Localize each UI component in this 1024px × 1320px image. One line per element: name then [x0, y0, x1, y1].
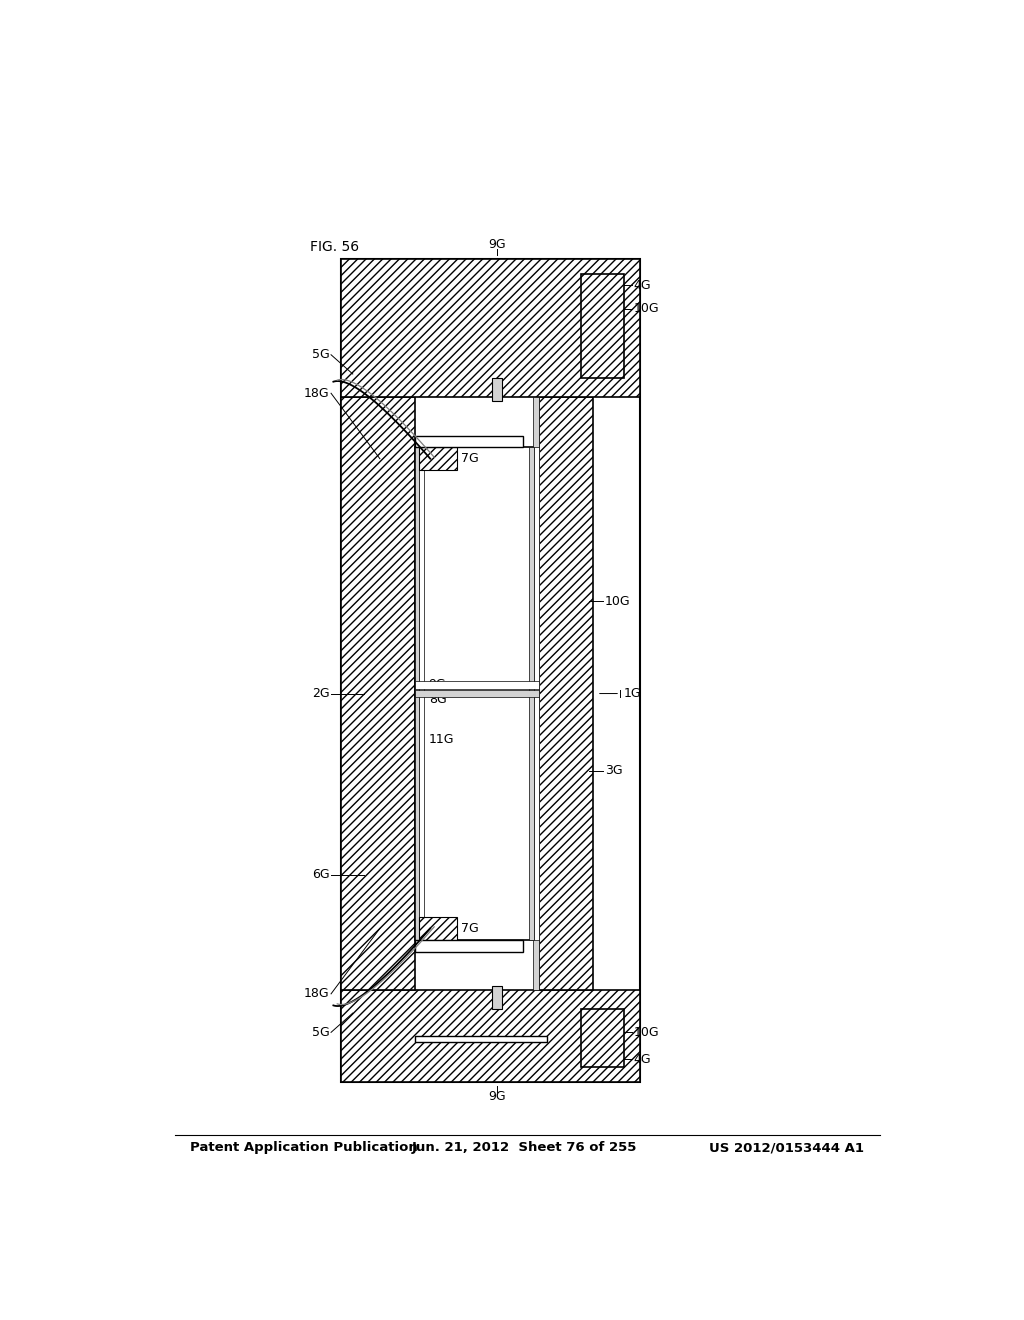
Text: Patent Application Publication: Patent Application Publication: [190, 1142, 418, 1155]
Text: 8G: 8G: [429, 693, 446, 706]
Text: 11G: 11G: [429, 733, 455, 746]
Bar: [582, 1010, 624, 1067]
Bar: [535, 447, 539, 940]
Bar: [415, 447, 539, 940]
Bar: [341, 990, 640, 1082]
Text: 1G: 1G: [624, 686, 642, 700]
Bar: [582, 1010, 624, 1067]
Bar: [493, 986, 502, 1010]
Text: 10G: 10G: [604, 594, 630, 607]
Bar: [419, 917, 458, 940]
Bar: [532, 397, 539, 990]
Text: Jun. 21, 2012  Sheet 76 of 255: Jun. 21, 2012 Sheet 76 of 255: [412, 1142, 638, 1155]
Bar: [582, 275, 624, 378]
Bar: [415, 689, 539, 697]
Bar: [539, 397, 593, 990]
Bar: [415, 447, 420, 940]
Text: 18G: 18G: [304, 987, 330, 1001]
Text: US 2012/0153444 A1: US 2012/0153444 A1: [710, 1142, 864, 1155]
Bar: [415, 681, 539, 689]
Text: 18G: 18G: [304, 387, 330, 400]
Text: FIG. 56: FIG. 56: [310, 240, 359, 253]
Text: 5G: 5G: [311, 348, 330, 362]
Text: 9G: 9G: [488, 238, 506, 251]
Bar: [415, 1036, 547, 1043]
Bar: [415, 940, 523, 952]
Bar: [341, 259, 640, 1082]
Bar: [582, 275, 624, 378]
Text: 3G: 3G: [604, 764, 623, 777]
Text: 10G: 10G: [633, 1026, 658, 1039]
Text: 2G: 2G: [312, 686, 330, 700]
Bar: [341, 259, 640, 397]
Bar: [420, 447, 424, 940]
Text: 4G: 4G: [633, 279, 651, 292]
Text: 5G: 5G: [311, 1026, 330, 1039]
Text: 6G: 6G: [312, 869, 330, 880]
Bar: [341, 397, 415, 990]
Text: 7G: 7G: [461, 921, 479, 935]
Bar: [415, 436, 523, 447]
Text: 4G: 4G: [633, 1053, 651, 1065]
Bar: [529, 447, 535, 940]
Bar: [419, 917, 458, 940]
Text: 9G: 9G: [488, 1090, 506, 1102]
Text: 10G: 10G: [633, 302, 658, 315]
Text: 7G: 7G: [461, 453, 479, 465]
Bar: [493, 378, 502, 401]
Bar: [341, 397, 415, 990]
Bar: [341, 259, 640, 397]
Text: 9G: 9G: [429, 677, 446, 690]
Bar: [539, 397, 593, 990]
Bar: [341, 990, 640, 1082]
Bar: [419, 447, 458, 470]
Bar: [419, 447, 458, 470]
